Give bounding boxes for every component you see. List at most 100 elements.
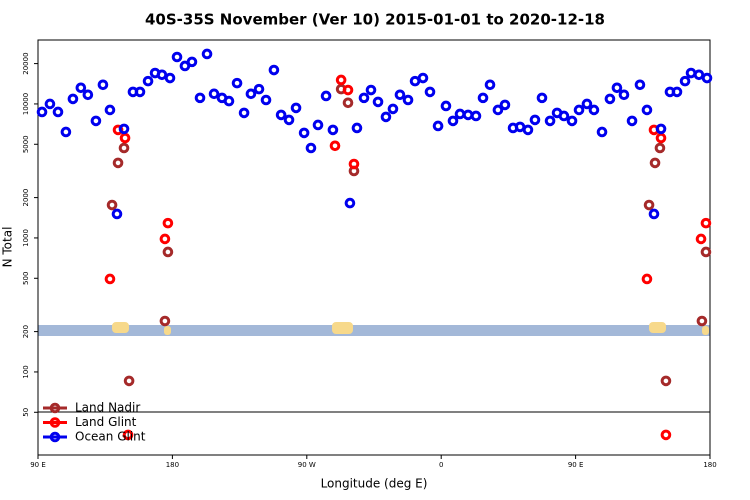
point	[112, 157, 124, 169]
point	[573, 104, 585, 116]
point	[484, 79, 496, 91]
chart-title: 40S-35S November (Ver 10) 2015-01-01 to …	[145, 11, 605, 29]
point	[97, 79, 109, 91]
point	[394, 89, 406, 101]
y-tick-label: 1000	[22, 229, 30, 247]
point	[454, 108, 466, 120]
x-tick-label: 0	[439, 461, 443, 469]
point	[298, 127, 310, 139]
point	[372, 96, 384, 108]
point	[290, 102, 302, 114]
point	[162, 246, 174, 258]
point	[52, 106, 64, 118]
point	[648, 208, 660, 220]
point	[312, 119, 324, 131]
point	[111, 208, 123, 220]
point	[432, 120, 444, 132]
legend-marker	[49, 402, 61, 414]
point	[344, 197, 356, 209]
point	[327, 124, 339, 136]
point	[611, 82, 623, 94]
land-patch	[702, 326, 709, 335]
point	[655, 123, 667, 135]
point	[186, 56, 198, 68]
point	[156, 69, 168, 81]
map-strip	[38, 322, 710, 336]
point	[358, 92, 370, 104]
y-tick-label: 50	[22, 408, 30, 417]
ocean-band	[38, 325, 710, 336]
point	[231, 77, 243, 89]
point	[536, 92, 548, 104]
point	[492, 104, 504, 116]
point	[106, 199, 118, 211]
y-tick-label: 10000	[22, 93, 30, 115]
point	[499, 99, 511, 111]
land-patch	[112, 322, 129, 333]
point	[701, 72, 713, 84]
point	[351, 122, 363, 134]
point	[700, 246, 712, 258]
y-tick-label: 2000	[22, 189, 30, 207]
point	[604, 93, 616, 105]
point	[238, 107, 250, 119]
point	[36, 106, 48, 118]
point	[695, 233, 707, 245]
point	[566, 115, 578, 127]
point	[402, 94, 414, 106]
point	[641, 273, 653, 285]
point	[223, 95, 235, 107]
point	[142, 75, 154, 87]
point	[67, 93, 79, 105]
point	[335, 74, 347, 86]
point	[253, 83, 265, 95]
x-tick-label: 90 E	[568, 461, 584, 469]
y-axis-label: N Total	[1, 227, 15, 268]
point	[104, 273, 116, 285]
point	[162, 217, 174, 229]
point	[348, 158, 360, 170]
point	[194, 92, 206, 104]
point	[201, 48, 213, 60]
point	[558, 110, 570, 122]
point	[696, 315, 708, 327]
point	[700, 217, 712, 229]
point	[329, 140, 341, 152]
point	[417, 72, 429, 84]
point	[679, 75, 691, 87]
point	[544, 115, 556, 127]
point	[440, 100, 452, 112]
y-tick-label: 500	[22, 272, 30, 285]
point	[618, 89, 630, 101]
point	[380, 111, 392, 123]
point	[305, 142, 317, 154]
point	[159, 315, 171, 327]
point	[660, 375, 672, 387]
legend-label: Land Glint	[75, 415, 137, 429]
point	[320, 90, 332, 102]
x-axis-label: Longitude (deg E)	[321, 477, 428, 491]
point	[275, 109, 287, 121]
y-tick-label: 100	[22, 365, 30, 378]
point	[75, 82, 87, 94]
point	[462, 109, 474, 121]
point	[685, 67, 697, 79]
point	[447, 115, 459, 127]
point	[164, 72, 176, 84]
legend-label: Land Nadir	[75, 401, 140, 415]
point	[693, 69, 705, 81]
point	[268, 64, 280, 76]
y-tick-label: 5000	[22, 135, 30, 153]
y-tick-label: 200	[22, 325, 30, 338]
point	[641, 104, 653, 116]
point	[104, 104, 116, 116]
point	[634, 79, 646, 91]
point	[119, 132, 131, 144]
point	[529, 114, 541, 126]
point	[470, 110, 482, 122]
y-tick-label: 20000	[22, 52, 30, 74]
point	[660, 429, 672, 441]
point	[522, 124, 534, 136]
point	[82, 89, 94, 101]
legend-marker	[49, 417, 61, 428]
